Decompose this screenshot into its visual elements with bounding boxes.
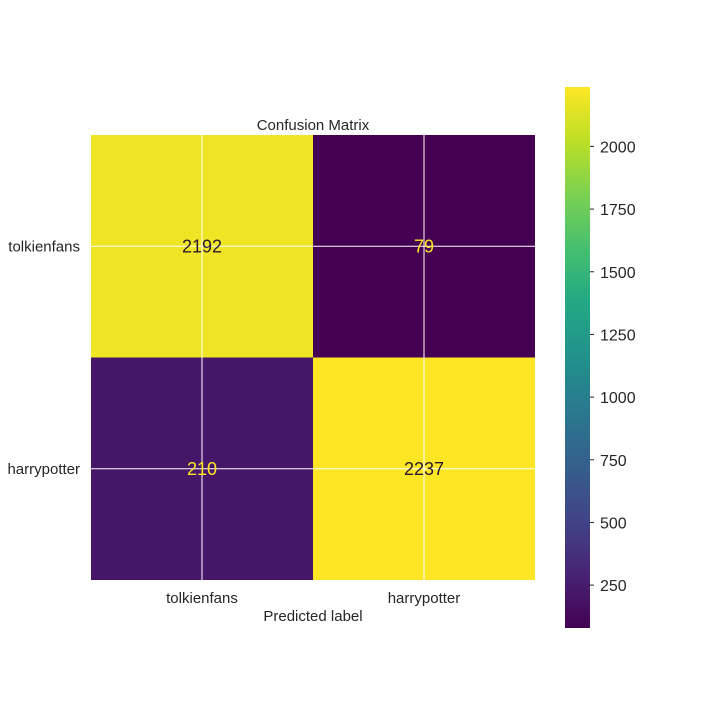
y-tick-label: tolkienfans — [8, 238, 80, 255]
matrix-cell-labels: 2192 79 210 2237 — [182, 236, 444, 479]
matrix-grid — [91, 135, 535, 580]
colorbar-tick-label: 1750 — [600, 202, 636, 219]
colorbar-tick-label: 250 — [600, 578, 627, 595]
x-tick-label: harrypotter — [388, 590, 461, 607]
colorbar-tick-label: 1250 — [600, 327, 636, 344]
cell-value-label: 79 — [414, 236, 434, 256]
x-axis-label: Predicted label — [263, 608, 362, 625]
colorbar-tick-label: 500 — [600, 515, 627, 532]
colorbar-tick-label: 750 — [600, 453, 627, 470]
x-tick-label: tolkienfans — [166, 590, 238, 607]
cell-value-label: 2192 — [182, 236, 222, 256]
colorbar-tick-label: 2000 — [600, 139, 636, 156]
cell-value-label: 2237 — [404, 459, 444, 479]
colorbar — [565, 87, 590, 628]
matrix-cells — [91, 135, 535, 580]
chart-title: Confusion Matrix — [257, 117, 370, 134]
y-tick-labels: tolkienfans harrypotter — [7, 238, 80, 478]
y-tick-label: harrypotter — [7, 461, 80, 478]
cell-value-label: 210 — [187, 459, 217, 479]
colorbar-tick-label: 1500 — [600, 265, 636, 282]
colorbar-ticks: 250 500 750 1000 1250 1500 1750 2000 — [590, 139, 636, 595]
colorbar-tick-label: 1000 — [600, 390, 636, 407]
x-tick-labels: tolkienfans harrypotter — [166, 590, 460, 607]
